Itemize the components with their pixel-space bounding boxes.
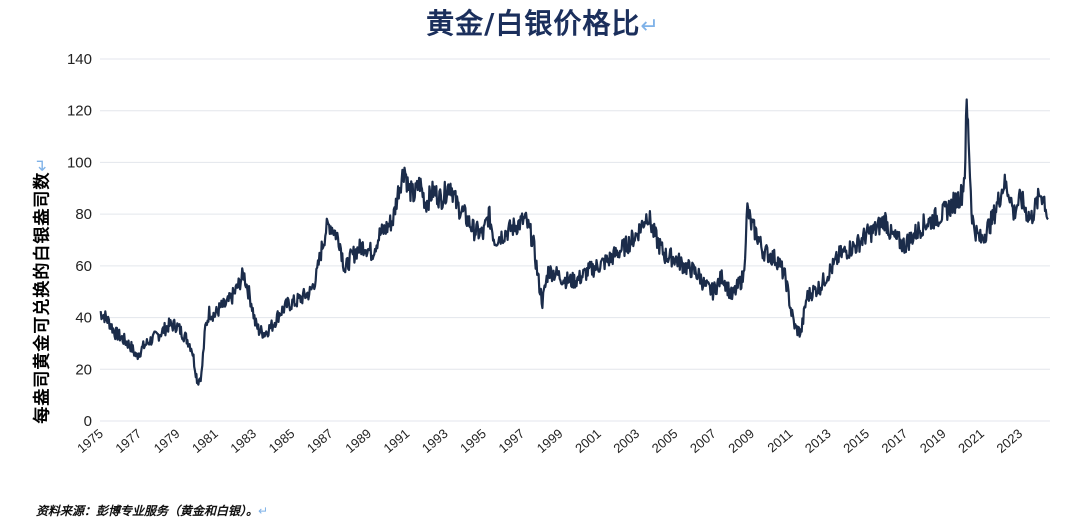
source-note: 资料来源：彭博专业服务（黄金和白银）。↵ bbox=[36, 502, 268, 519]
x-tick-label: 2021 bbox=[955, 426, 987, 456]
y-tick-label: 0 bbox=[84, 413, 92, 430]
x-tick-label: 2007 bbox=[687, 426, 719, 456]
series-line bbox=[99, 98, 1049, 386]
x-tick-label: 2009 bbox=[725, 426, 757, 456]
x-tick-label: 1983 bbox=[227, 426, 259, 456]
paragraph-mark-icon: ↵ bbox=[640, 14, 660, 39]
x-tick-label: 2019 bbox=[917, 426, 949, 456]
x-tick-label: 2023 bbox=[993, 426, 1025, 456]
gridlines bbox=[100, 58, 1050, 422]
y-tick-label: 100 bbox=[67, 154, 92, 171]
x-tick-label: 2017 bbox=[879, 426, 911, 456]
x-tick-label: 1991 bbox=[381, 426, 413, 456]
x-tick-label: 2013 bbox=[802, 426, 834, 456]
x-tick-label: 1977 bbox=[112, 426, 144, 456]
y-tick-label: 80 bbox=[75, 206, 92, 223]
paragraph-mark-icon: ↵ bbox=[258, 504, 269, 518]
chart-title-text: 黄金/白银价格比 bbox=[426, 7, 641, 40]
x-tick-label: 2005 bbox=[649, 426, 681, 456]
x-tick-label: 1997 bbox=[496, 426, 528, 456]
x-tick-label: 1979 bbox=[151, 426, 183, 456]
y-tick-label: 40 bbox=[75, 310, 92, 327]
y-tick-label: 60 bbox=[75, 258, 92, 275]
x-tick-label: 1999 bbox=[534, 426, 566, 456]
x-tick-label: 2003 bbox=[610, 426, 642, 456]
chart-title: 黄金/白银价格比↵ bbox=[0, 2, 1086, 42]
x-tick-label: 1987 bbox=[304, 426, 336, 456]
x-tick-label: 1975 bbox=[74, 426, 106, 456]
x-tick-label: 1985 bbox=[266, 426, 298, 456]
series-group bbox=[99, 98, 1049, 386]
y-axis-ticks: 0 20 40 60 80 100 120 140 bbox=[67, 51, 92, 430]
y-tick-label: 120 bbox=[67, 103, 92, 120]
x-tick-label: 1993 bbox=[419, 426, 451, 456]
x-tick-label: 2011 bbox=[764, 426, 795, 455]
x-tick-label: 2001 bbox=[572, 426, 604, 456]
x-axis-ticks: 1975 1977 1979 1981 1983 1985 1987 1989 1991 1993… bbox=[74, 426, 1025, 456]
x-tick-label: 2015 bbox=[840, 426, 872, 456]
x-tick-label: 1981 bbox=[189, 426, 221, 456]
x-tick-label: 1989 bbox=[342, 426, 374, 456]
y-tick-label: 140 bbox=[67, 51, 92, 68]
source-note-text: 资料来源：彭博专业服务（黄金和白银）。 bbox=[36, 504, 259, 518]
x-tick-label: 1995 bbox=[457, 426, 489, 456]
y-tick-label: 20 bbox=[75, 361, 92, 378]
